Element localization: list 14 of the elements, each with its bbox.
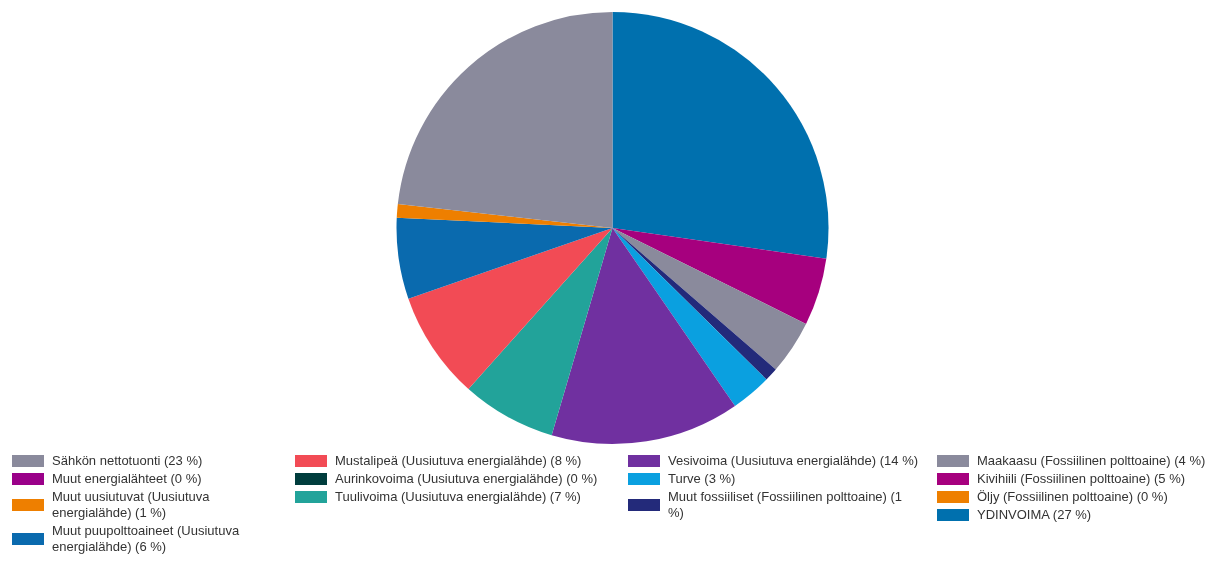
legend-label: Aurinkovoima (Uusiutuva energialähde) (0 %) (335, 471, 598, 487)
legend-label: Kivihiili (Fossiilinen polttoaine) (5 %) (977, 471, 1186, 487)
legend-label: Muut uusiutuvat (Uusiutuva energialähde) (1 %) (52, 489, 211, 521)
legend-label: Vesivoima (Uusiutuva energialähde) (14 %) (668, 453, 919, 469)
legend-label: Sähkön nettotuonti (23 %) (52, 453, 203, 469)
legend-label: Muut fossiiliset (Fossiilinen polttoaine) (1 %) (668, 489, 904, 521)
legend-label: Öljy (Fossiilinen polttoaine) (0 %) (977, 489, 1168, 505)
legend-label: Mustalipeä (Uusiutuva energialähde) (8 %) (335, 453, 582, 469)
legend-label: Maakaasu (Fossiilinen polttoaine) (4 %) (977, 453, 1206, 469)
legend-label: Tuulivoima (Uusiutuva energialähde) (7 %) (335, 489, 581, 505)
legend-label: YDINVOIMA (27 %) (977, 507, 1092, 523)
legend-label: Turve (3 %) (668, 471, 736, 487)
legend-label: Muut energialähteet (0 %) (52, 471, 202, 487)
legend-label: Muut puupolttoaineet (Uusiutuva energialähde) (6 %) (52, 523, 241, 555)
